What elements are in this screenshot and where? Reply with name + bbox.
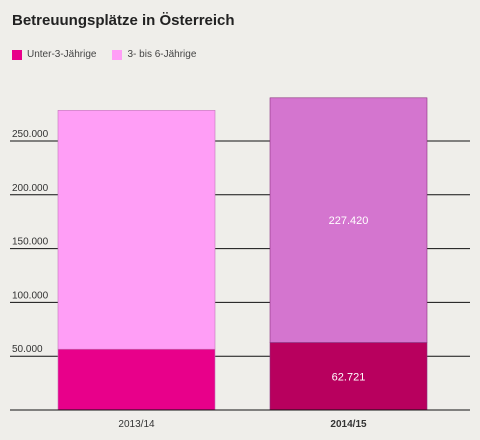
y-tick-label: 100.000 [12,290,49,301]
legend-swatch-3-to-6 [112,49,123,60]
legend-label-3-to-6: 3- bis 6-Jährige [127,49,197,60]
legend-label-under-3: Unter-3-Jährige [27,49,97,60]
bar-segment [269,342,428,411]
y-tick-label: 150.000 [12,237,49,248]
data-label: 62.721 [332,371,366,383]
bar-segment [57,348,216,411]
legend: Unter-3-Jährige 3- bis 6-Jährige [12,49,212,60]
y-tick-label: 50.000 [12,344,43,355]
x-tick-label: 2013/14 [118,419,155,430]
y-tick-label: 250.000 [12,129,49,140]
y-tick-label: 200.000 [12,183,49,194]
x-tick-label: 2014/15 [330,419,367,430]
bar-segment [269,97,428,343]
bar-segment [57,110,216,350]
legend-item-under-3[interactable]: Unter-3-Jährige [12,49,96,60]
legend-swatch-under-3 [12,49,22,60]
legend-item-3-to-6[interactable]: 3- bis 6-Jährige [112,49,196,60]
chart-title: Betreuungsplätze in Österreich [12,12,235,29]
data-label: 227.420 [329,215,369,227]
